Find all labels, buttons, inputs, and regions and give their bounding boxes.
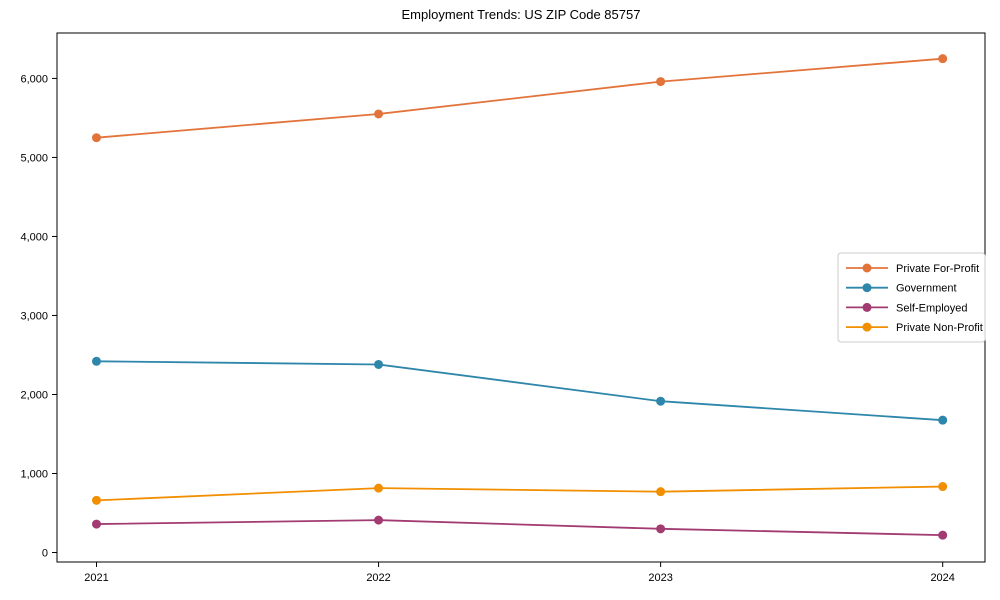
- y-tick-label: 6,000: [20, 73, 48, 85]
- data-point: [91, 495, 101, 505]
- data-point: [656, 396, 666, 406]
- x-tick-label: 2023: [648, 572, 672, 584]
- legend: Private For-Profit Government Self-Employe…: [837, 252, 986, 343]
- data-point: [91, 356, 101, 366]
- chart-title: Employment Trends: US ZIP Code 85757: [401, 7, 641, 22]
- data-point: [91, 519, 101, 529]
- data-point: [91, 133, 101, 143]
- data-point: [374, 359, 384, 369]
- series-government: [91, 356, 948, 425]
- x-tick-label: 2022: [366, 572, 390, 584]
- y-tick-label: 2,000: [20, 389, 48, 401]
- data-point: [656, 524, 666, 534]
- data-point: [374, 483, 384, 493]
- series-line: [96, 360, 943, 422]
- legend-label: Private Non-Profit: [896, 322, 983, 334]
- data-point: [656, 487, 666, 497]
- x-tick-label: 2024: [930, 572, 954, 584]
- y-tick-label: 3,000: [20, 310, 48, 322]
- series-line: [96, 519, 943, 537]
- legend-marker: [862, 302, 872, 312]
- legend-entry-private-for-profit: Private For-Profit: [846, 263, 979, 275]
- data-point: [374, 109, 384, 119]
- legend-marker: [862, 322, 872, 332]
- series-private-for-profit: [91, 54, 948, 143]
- legend-label: Government: [896, 283, 957, 295]
- data-point: [938, 530, 948, 540]
- series-self-employed: [91, 515, 948, 540]
- data-point: [938, 415, 948, 425]
- y-tick-label: 1,000: [20, 469, 48, 481]
- series-private-non-profit: [91, 482, 948, 505]
- data-point: [938, 54, 948, 64]
- legend-marker: [862, 263, 872, 273]
- legend-frame: [837, 252, 986, 343]
- legend-label: Private For-Profit: [896, 263, 979, 275]
- legend-entry-government: Government: [846, 283, 957, 295]
- data-point: [656, 77, 666, 87]
- legend-entry-self-employed: Self-Employed: [846, 302, 968, 314]
- x-tick-label: 2021: [84, 572, 108, 584]
- y-tick-label: 5,000: [20, 152, 48, 164]
- series-line: [96, 485, 943, 502]
- y-tick-label: 4,000: [20, 231, 48, 243]
- legend-label: Self-Employed: [896, 302, 968, 314]
- legend-entry-private-non-profit: Private Non-Profit: [846, 322, 983, 334]
- data-point: [374, 515, 384, 525]
- y-tick-label: 0: [42, 548, 48, 560]
- data-point: [938, 482, 948, 492]
- x-axis: 2021 2022 2023 2024: [84, 562, 955, 584]
- plot-frame: [56, 32, 986, 563]
- series-line: [96, 57, 943, 139]
- y-axis: 0 1,000 2,000 3,000 4,000 5,000 6,000: [20, 73, 57, 560]
- legend-marker: [862, 283, 872, 293]
